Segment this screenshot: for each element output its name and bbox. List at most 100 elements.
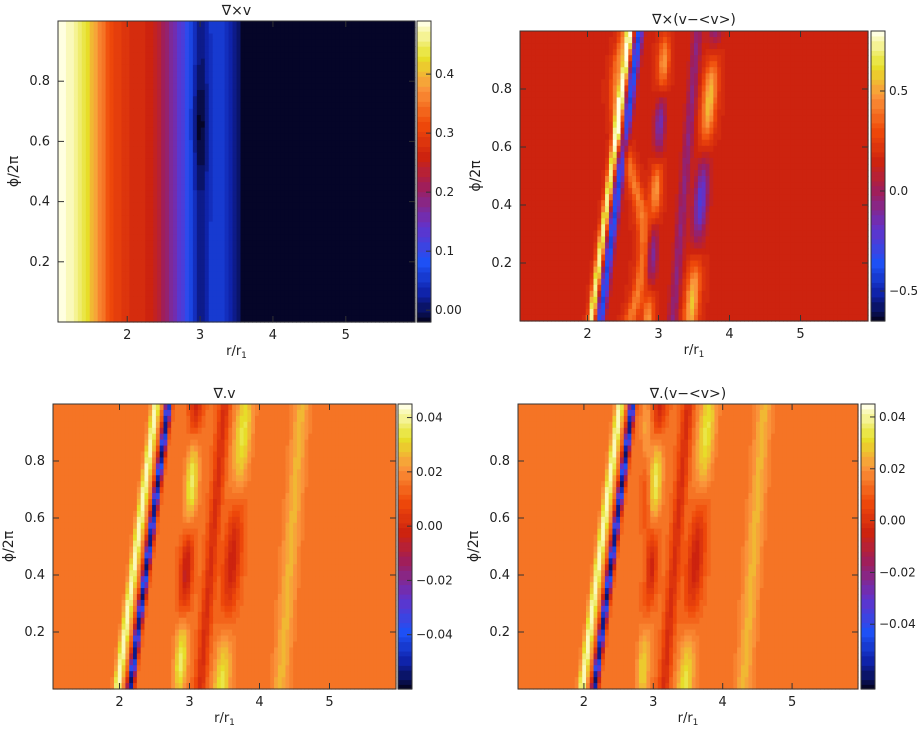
heatmap-cell [70,159,75,166]
heatmap-cell [292,84,297,91]
heatmap-cell [169,291,174,298]
heatmap-cell [280,46,285,53]
heatmap-cell [356,71,361,78]
heatmap-cell [284,309,289,316]
heatmap-cell [78,65,83,72]
heatmap-cell [106,128,111,135]
heatmap-cell [395,59,400,66]
heatmap-cell [78,291,83,298]
heatmap-cell [837,49,841,56]
heatmap-cell [78,222,83,229]
heatmap-cell [806,43,810,50]
heatmap-cell [165,84,170,91]
heatmap-cell [387,259,392,266]
heatmap-cell [324,134,329,141]
heatmap-cell [252,103,257,110]
heatmap-cell [205,240,210,247]
heatmap-cell [717,31,721,38]
heatmap-cell [66,297,71,304]
heatmap-cell [94,96,99,103]
heatmap-cell [320,284,325,291]
heatmap-cell [98,59,103,66]
heatmap-cell [189,77,194,84]
heatmap-cell [264,240,269,247]
heatmap-cell [98,222,103,229]
heatmap-cell [582,31,586,38]
heatmap-cell [248,109,253,116]
heatmap-cell [137,222,142,229]
heatmap-cell [70,84,75,91]
heatmap-cell [367,96,372,103]
heatmap-cell [292,115,297,122]
heatmap-cell [387,165,392,172]
heatmap-cell [359,77,364,84]
heatmap-cell [320,209,325,216]
heatmap-cell [217,121,222,128]
heatmap-cell [764,55,768,62]
heatmap-cell [582,55,586,62]
heatmap-cell [578,49,582,56]
heatmap-cell [189,115,194,122]
heatmap-cell [137,253,142,260]
heatmap-cell [284,165,289,172]
heatmap-cell [74,40,79,47]
heatmap-cell [217,253,222,260]
heatmap-cell [189,153,194,160]
heatmap-cell [106,52,111,59]
heatmap-cell [70,21,75,28]
heatmap-cell [221,203,226,210]
heatmap-cell [284,272,289,279]
heatmap-cell [344,128,349,135]
heatmap-cell [849,31,853,38]
heatmap-cell [161,172,166,179]
heatmap-cell [371,165,376,172]
heatmap-cell [161,197,166,204]
heatmap-cell [70,71,75,78]
heatmap-cell [320,309,325,316]
heatmap-cell [407,21,412,28]
heatmap-cell [288,165,293,172]
heatmap-cell [248,197,253,204]
heatmap-cell [240,77,245,84]
heatmap-cell [304,121,309,128]
heatmap-cell [260,197,265,204]
heatmap-cell [197,165,202,172]
heatmap-cell [221,121,226,128]
heatmap-cell [268,77,273,84]
heatmap-cell [783,49,787,56]
heatmap-cell [379,140,384,147]
heatmap-cell [74,121,79,128]
heatmap-cell [161,71,166,78]
heatmap-cell [399,52,404,59]
heatmap-cell [300,197,305,204]
heatmap-cell [300,59,305,66]
heatmap-cell [359,46,364,53]
heatmap-cell [165,291,170,298]
heatmap-cell [563,37,567,44]
heatmap-cell [352,303,357,310]
heatmap-cell [375,234,380,241]
heatmap-cell [532,37,536,44]
heatmap-cell [229,222,234,229]
heatmap-cell [197,215,202,222]
heatmap-cell [233,259,238,266]
colorbar-step [417,222,431,228]
heatmap-cell [264,34,269,41]
heatmap-cell [137,77,142,84]
heatmap-cell [296,134,301,141]
heatmap-cell [114,266,119,273]
heatmap-cell [141,121,146,128]
heatmap-cell [98,178,103,185]
heatmap-cell [233,291,238,298]
heatmap-cell [260,203,265,210]
heatmap-cell [102,96,107,103]
heatmap-cell [114,153,119,160]
heatmap-cell [356,178,361,185]
heatmap-cell [157,278,162,285]
heatmap-cell [86,234,91,241]
heatmap-cell [185,303,190,310]
heatmap-cell [320,109,325,116]
heatmap-cell [173,52,178,59]
heatmap-cell [189,165,194,172]
heatmap-cell [367,27,372,34]
